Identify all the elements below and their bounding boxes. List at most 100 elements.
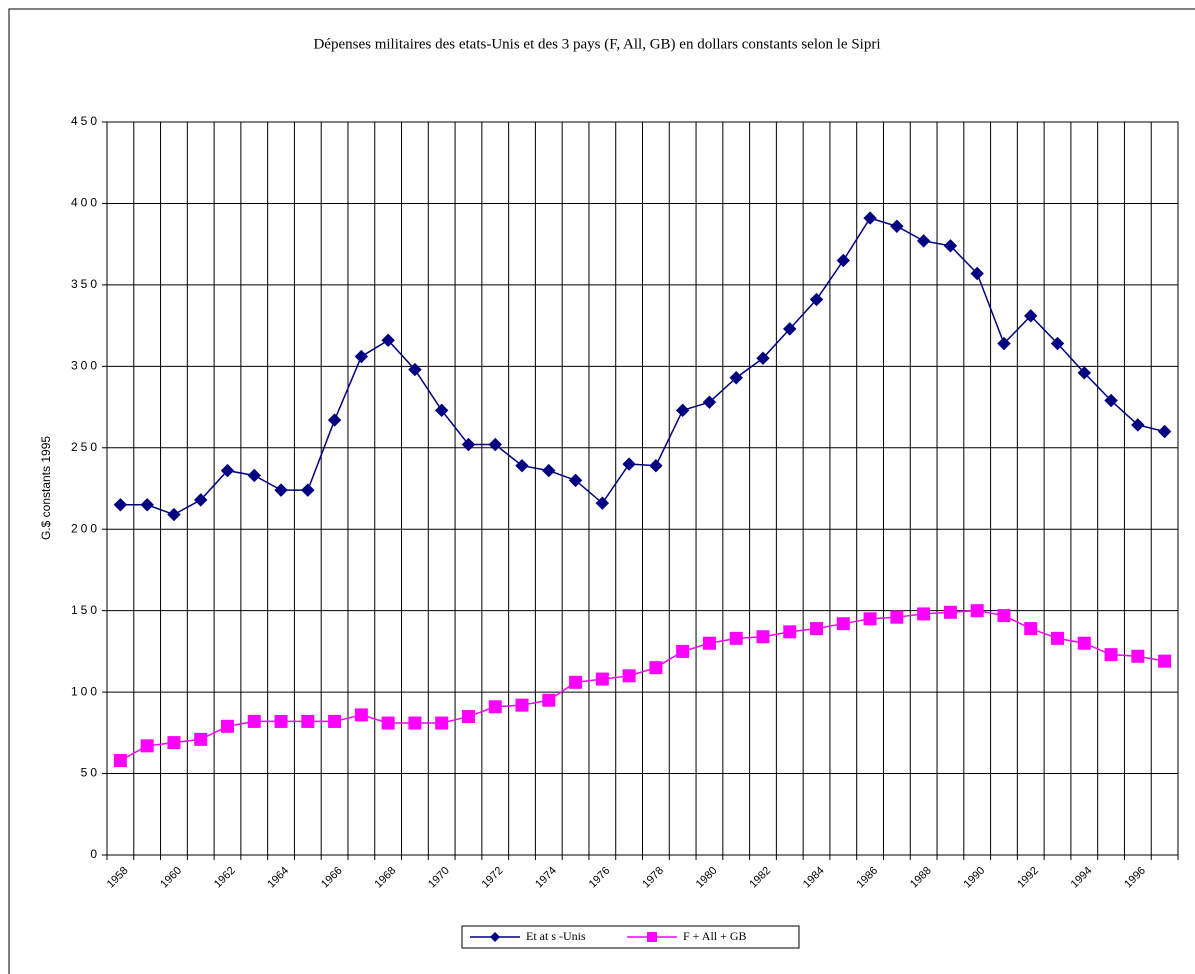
data-point xyxy=(488,700,502,714)
data-point xyxy=(1131,418,1145,432)
y-tick-label: 0 xyxy=(90,847,100,861)
data-point xyxy=(140,498,154,512)
data-point xyxy=(890,219,904,233)
data-point xyxy=(702,395,717,409)
data-point xyxy=(1050,336,1065,351)
data-point xyxy=(435,716,449,730)
data-point xyxy=(863,612,877,626)
data-point xyxy=(970,604,984,618)
data-point xyxy=(542,693,556,707)
y-tick-label: 50 xyxy=(81,766,100,780)
y-tick-label: 250 xyxy=(71,440,100,454)
data-point xyxy=(194,732,208,746)
data-point xyxy=(997,609,1011,623)
data-point xyxy=(140,739,154,753)
data-point xyxy=(943,239,958,253)
y-tick-label: 150 xyxy=(71,603,100,617)
legend-marker xyxy=(647,932,657,942)
data-point xyxy=(622,457,636,471)
y-tick-label: 400 xyxy=(71,196,100,210)
data-point xyxy=(1157,424,1172,439)
data-point xyxy=(247,468,261,483)
data-point xyxy=(970,266,984,281)
y-tick-label: 100 xyxy=(71,684,100,698)
data-point xyxy=(890,610,904,624)
data-point xyxy=(515,698,529,712)
data-point xyxy=(408,716,422,730)
series-line xyxy=(120,217,1165,516)
data-point xyxy=(1104,648,1118,662)
data-point xyxy=(408,362,422,377)
data-point xyxy=(810,622,824,636)
data-point xyxy=(702,636,716,650)
legend-label: Et at s -Unis xyxy=(526,929,586,943)
data-point xyxy=(434,403,449,418)
data-point xyxy=(863,211,877,225)
data-point xyxy=(167,736,181,750)
data-point xyxy=(381,333,395,347)
data-point xyxy=(354,349,369,364)
data-point xyxy=(649,661,663,675)
data-point xyxy=(943,605,957,619)
data-point xyxy=(836,617,850,631)
data-point xyxy=(1131,649,1145,663)
data-point xyxy=(809,292,824,307)
data-point xyxy=(1077,636,1091,650)
data-point xyxy=(113,498,128,512)
legend-label: F + All + GB xyxy=(683,929,747,943)
data-point xyxy=(220,719,234,733)
data-point xyxy=(756,351,770,365)
data-point xyxy=(167,507,181,522)
data-point xyxy=(461,437,476,452)
y-tick-label: 200 xyxy=(71,521,100,535)
data-point xyxy=(515,458,529,473)
data-point xyxy=(354,708,368,722)
y-tick-label: 350 xyxy=(71,277,100,291)
data-point xyxy=(675,403,690,418)
data-point xyxy=(676,644,690,658)
data-point xyxy=(783,625,797,639)
data-point xyxy=(328,714,342,728)
data-point xyxy=(1051,631,1065,645)
chart-frame xyxy=(8,8,1195,974)
data-point xyxy=(595,496,610,510)
data-point xyxy=(729,631,743,645)
data-point xyxy=(488,437,502,452)
chart-title: Dépenses militaires des etats-Unis et de… xyxy=(313,36,880,52)
data-point xyxy=(327,413,342,427)
data-point xyxy=(649,458,663,473)
plot-border xyxy=(106,121,1179,856)
data-point xyxy=(220,463,235,478)
data-point xyxy=(916,234,931,248)
data-point xyxy=(622,669,636,683)
y-axis-label: G.$ constants 1995 xyxy=(39,436,53,540)
data-point xyxy=(274,483,288,497)
data-point xyxy=(461,710,475,724)
data-point xyxy=(917,607,931,621)
data-point xyxy=(301,483,315,497)
y-tick-label: 300 xyxy=(71,359,100,373)
data-point xyxy=(113,754,127,768)
data-point xyxy=(568,473,583,488)
data-point xyxy=(783,322,797,336)
data-point xyxy=(836,253,851,268)
data-point xyxy=(1024,622,1038,636)
series-line xyxy=(120,609,1165,762)
data-point xyxy=(301,714,315,728)
data-point xyxy=(756,630,770,644)
data-point xyxy=(729,371,743,385)
data-point xyxy=(997,336,1011,351)
data-point xyxy=(194,493,208,507)
data-point xyxy=(595,672,609,686)
data-point xyxy=(542,463,556,478)
data-point xyxy=(247,714,261,728)
data-point xyxy=(274,714,288,728)
data-point xyxy=(381,716,395,730)
data-point xyxy=(1077,366,1091,380)
data-point xyxy=(1158,654,1172,668)
data-point xyxy=(1024,309,1038,323)
data-point xyxy=(1104,393,1118,408)
y-tick-label: 450 xyxy=(71,114,100,128)
legend-marker xyxy=(490,932,500,942)
